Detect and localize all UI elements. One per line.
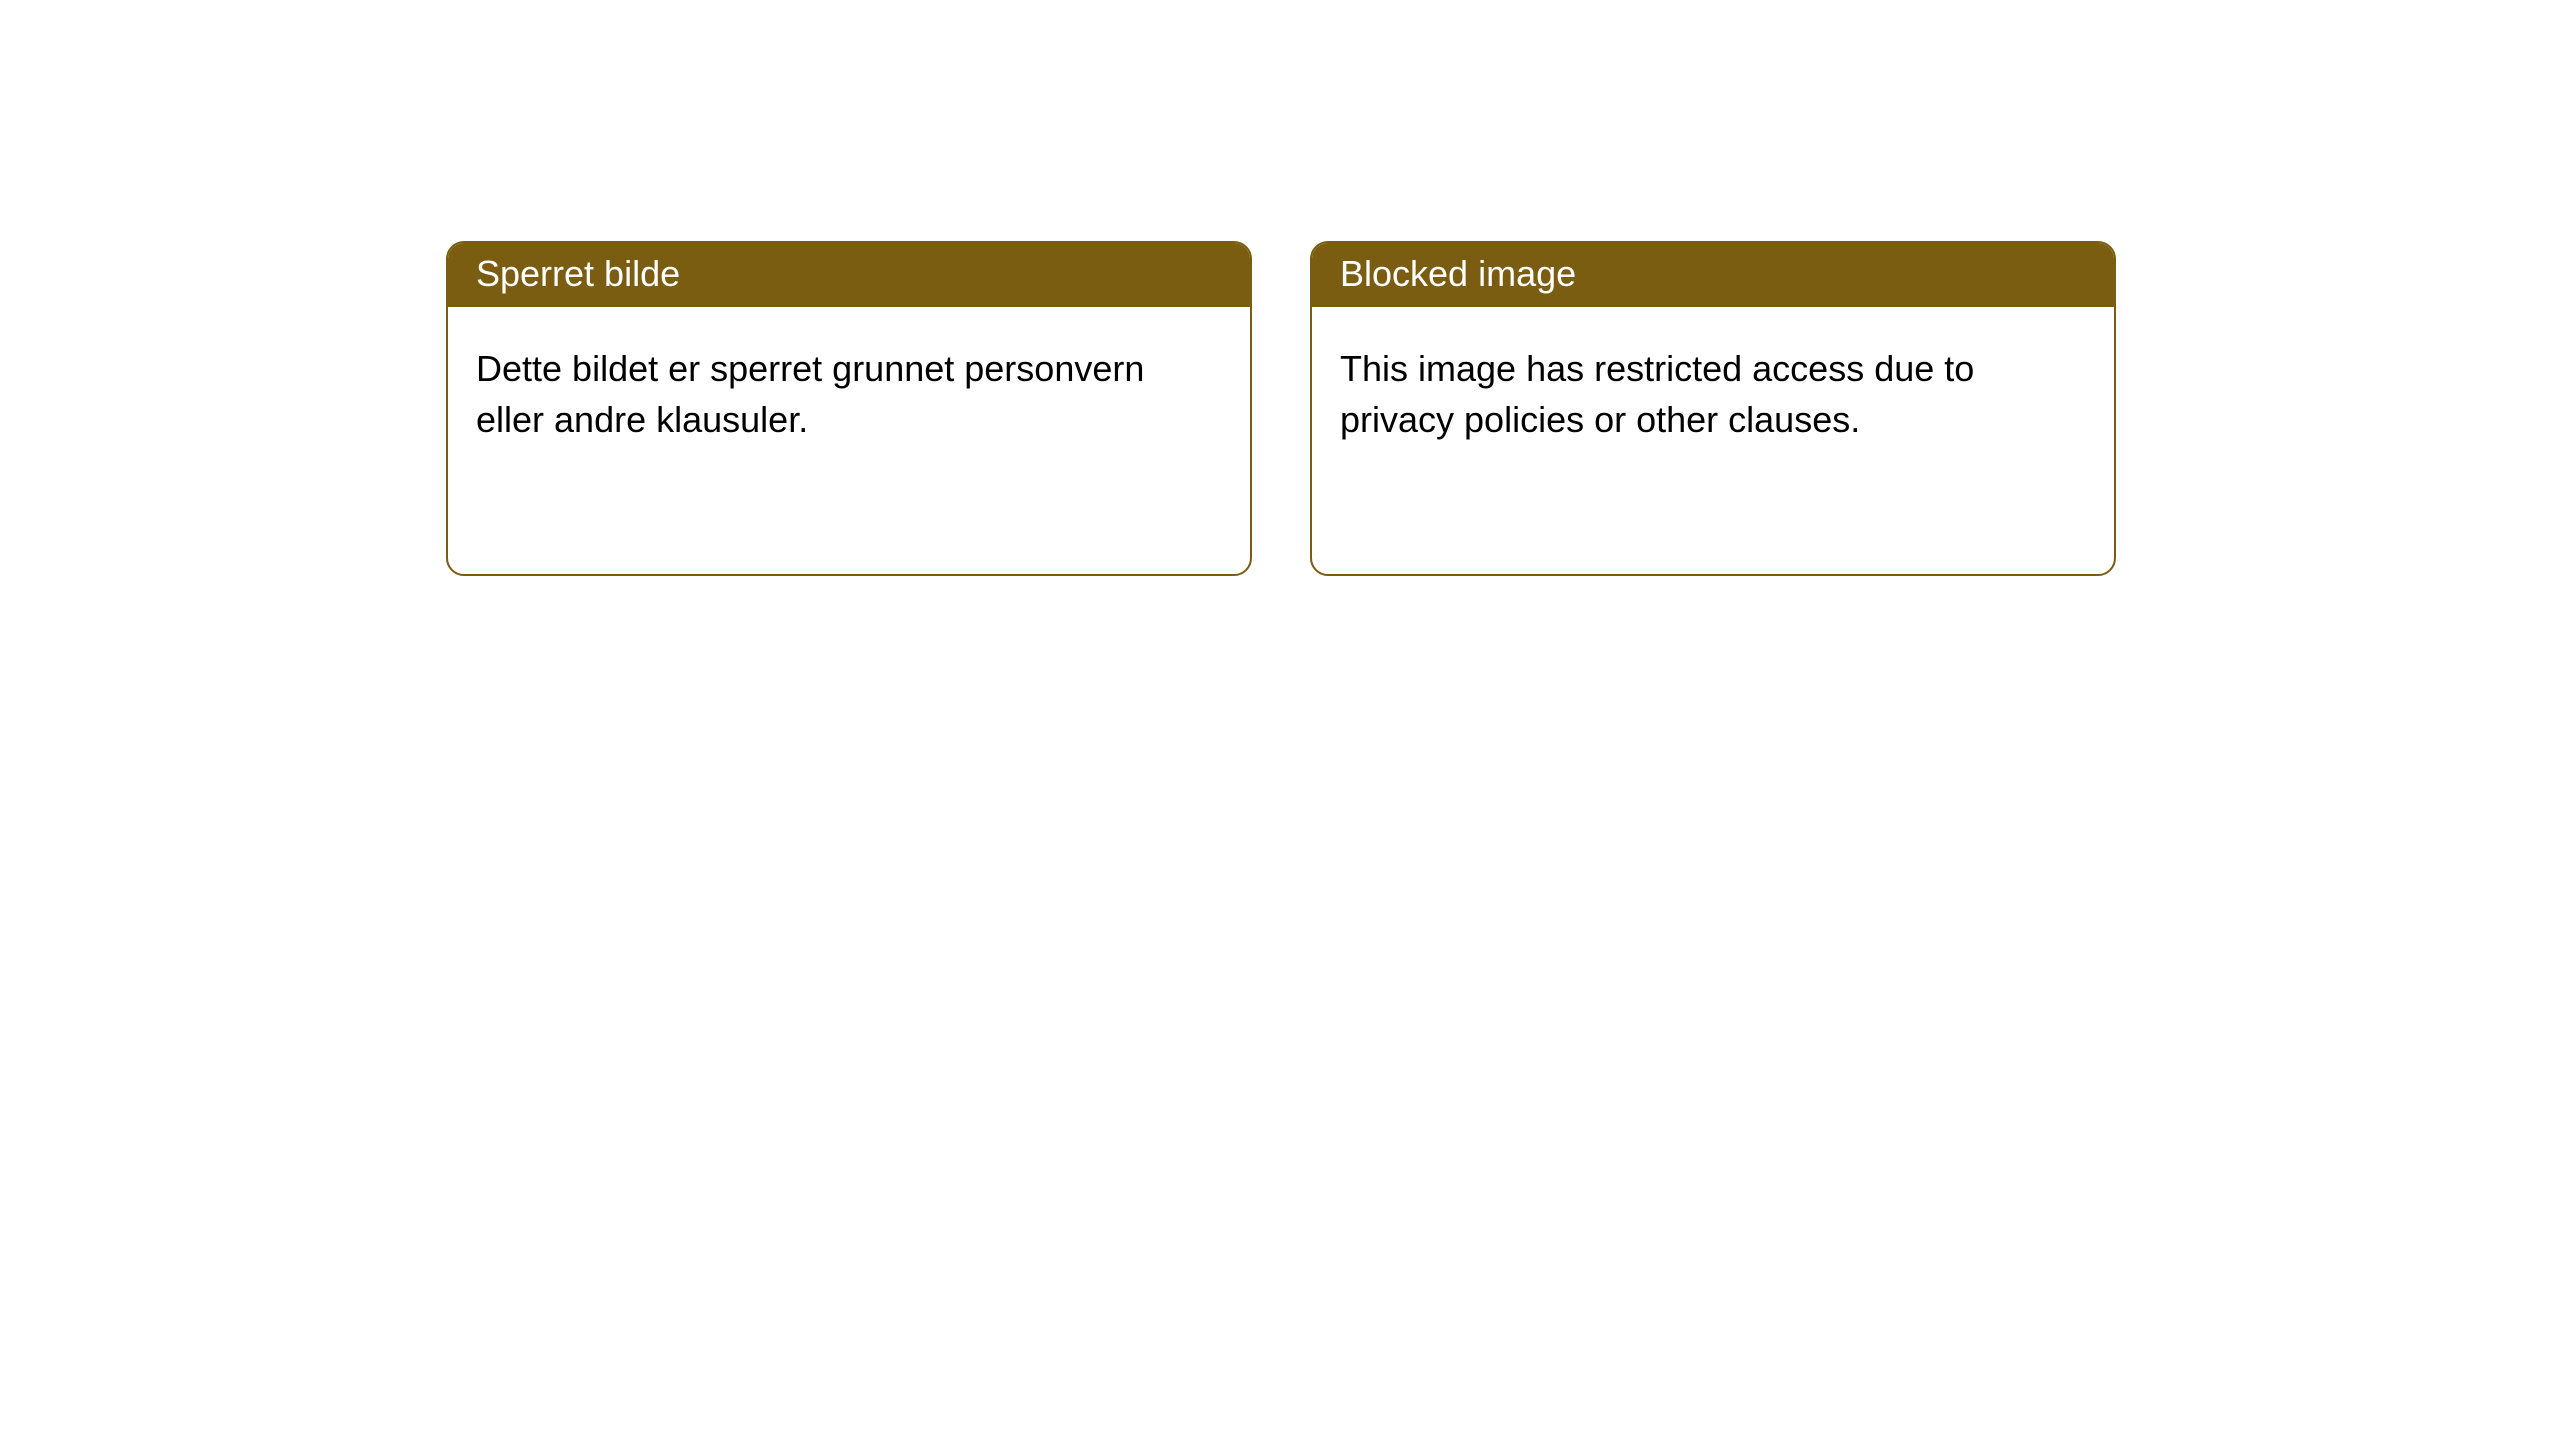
notice-body: Dette bildet er sperret grunnet personve… bbox=[448, 307, 1250, 473]
notice-title: Blocked image bbox=[1312, 243, 2114, 307]
notice-body: This image has restricted access due to … bbox=[1312, 307, 2114, 473]
notice-box-norwegian: Sperret bilde Dette bildet er sperret gr… bbox=[446, 241, 1252, 576]
notice-title: Sperret bilde bbox=[448, 243, 1250, 307]
notice-container: Sperret bilde Dette bildet er sperret gr… bbox=[0, 0, 2560, 576]
notice-box-english: Blocked image This image has restricted … bbox=[1310, 241, 2116, 576]
